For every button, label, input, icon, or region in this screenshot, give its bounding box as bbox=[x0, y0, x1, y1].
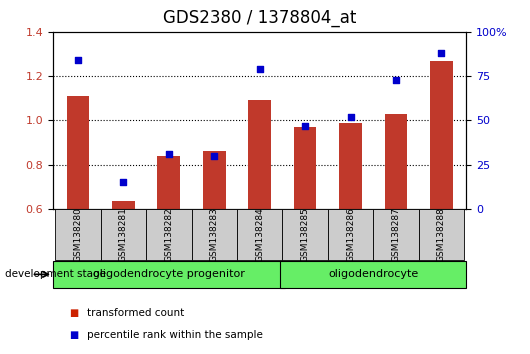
Text: GSM138283: GSM138283 bbox=[210, 207, 219, 262]
Bar bbox=[430, 61, 453, 209]
Bar bbox=[157, 156, 180, 209]
Text: GSM138286: GSM138286 bbox=[346, 207, 355, 262]
Text: ■: ■ bbox=[69, 308, 78, 318]
Bar bbox=[237, 209, 282, 260]
Bar bbox=[67, 96, 90, 209]
Text: GSM138288: GSM138288 bbox=[437, 207, 446, 262]
Point bbox=[437, 50, 446, 56]
Bar bbox=[282, 209, 328, 260]
Text: GSM138285: GSM138285 bbox=[301, 207, 310, 262]
Point bbox=[119, 179, 128, 185]
Bar bbox=[419, 209, 464, 260]
Text: GDS2380 / 1378804_at: GDS2380 / 1378804_at bbox=[163, 9, 356, 27]
Bar bbox=[112, 201, 135, 209]
Text: GSM138280: GSM138280 bbox=[74, 207, 83, 262]
Text: oligodendrocyte progenitor: oligodendrocyte progenitor bbox=[93, 269, 245, 279]
Point bbox=[74, 57, 82, 63]
Text: GSM138281: GSM138281 bbox=[119, 207, 128, 262]
Bar bbox=[101, 209, 146, 260]
Bar bbox=[53, 261, 285, 288]
Bar bbox=[294, 127, 316, 209]
Point bbox=[301, 123, 310, 129]
Bar bbox=[191, 209, 237, 260]
Text: GSM138284: GSM138284 bbox=[255, 207, 264, 262]
Point bbox=[210, 153, 218, 159]
Text: ■: ■ bbox=[69, 330, 78, 339]
Point bbox=[255, 66, 264, 72]
Bar bbox=[55, 209, 101, 260]
Point bbox=[165, 151, 173, 157]
Text: transformed count: transformed count bbox=[87, 308, 184, 318]
Bar bbox=[280, 261, 466, 288]
Bar bbox=[339, 122, 362, 209]
Text: percentile rank within the sample: percentile rank within the sample bbox=[87, 330, 263, 339]
Text: oligodendrocyte: oligodendrocyte bbox=[328, 269, 418, 279]
Text: GSM138282: GSM138282 bbox=[164, 207, 173, 262]
Text: GSM138287: GSM138287 bbox=[392, 207, 401, 262]
Text: development stage: development stage bbox=[5, 269, 107, 279]
Bar bbox=[249, 101, 271, 209]
Point bbox=[346, 114, 355, 120]
Bar bbox=[373, 209, 419, 260]
Bar bbox=[203, 152, 226, 209]
Bar bbox=[328, 209, 373, 260]
Bar bbox=[385, 114, 408, 209]
Bar bbox=[146, 209, 191, 260]
Point bbox=[392, 77, 400, 82]
